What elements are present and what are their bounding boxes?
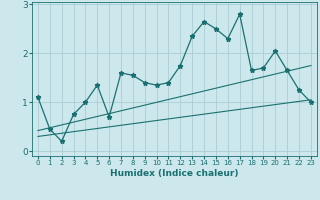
X-axis label: Humidex (Indice chaleur): Humidex (Indice chaleur): [110, 169, 239, 178]
